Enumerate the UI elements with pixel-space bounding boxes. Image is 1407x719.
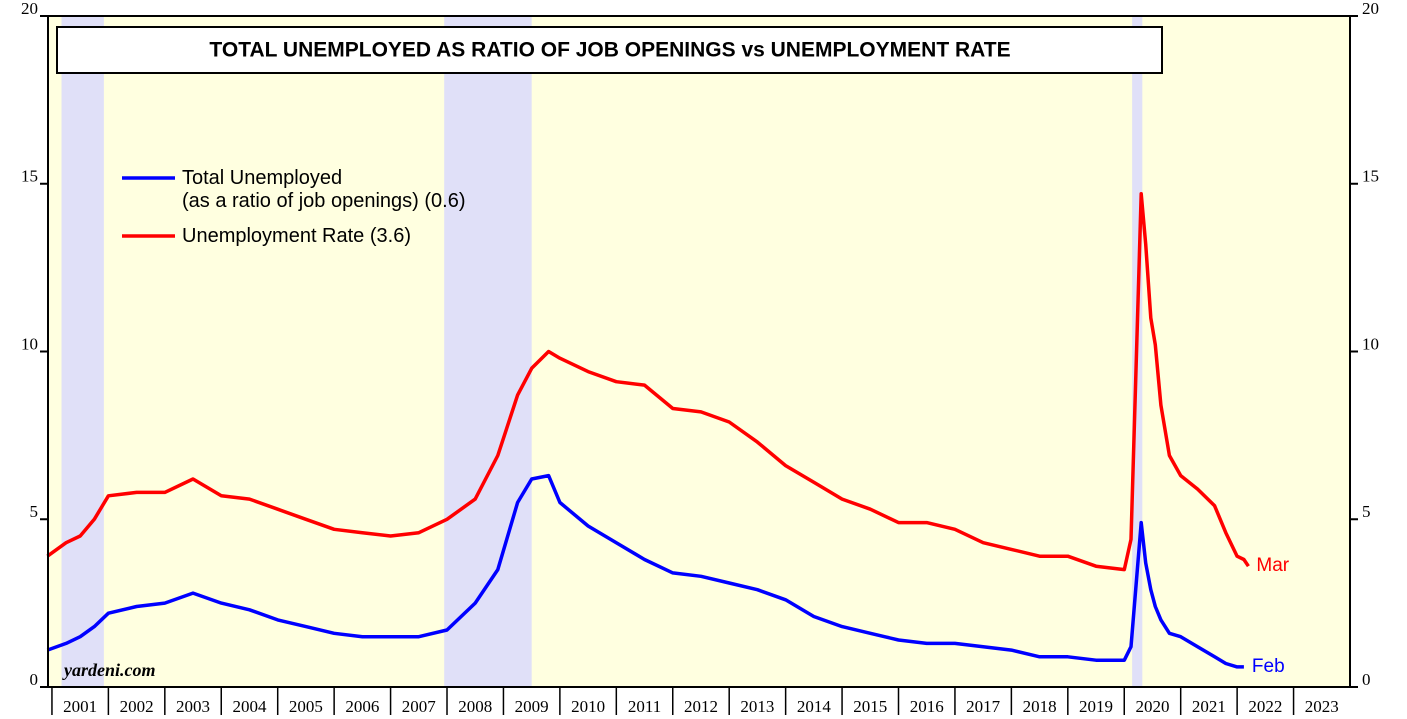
x-tick-label: 2008 [458,697,492,716]
x-tick-label: 2018 [1023,697,1057,716]
source: yardeni.com [62,660,156,680]
recession-shade [444,16,532,687]
x-tick-label: 2023 [1305,697,1339,716]
x-tick-label: 2013 [740,697,774,716]
x-tick-label: 2003 [176,697,210,716]
x-tick-label: 2020 [1135,697,1169,716]
series-line [46,473,1244,669]
y-tick-label: 5 [30,502,39,521]
recession-shade [61,16,104,687]
x-tick-label: 2004 [232,697,267,716]
x-tick-label: 2011 [628,697,661,716]
series-line [46,192,1250,572]
x-tick-label: 2016 [910,697,944,716]
x-tick-label: 2015 [853,697,887,716]
x-tick-label: 2021 [1192,697,1226,716]
y-tick-label: 0 [30,670,39,689]
x-tick-label: 2017 [966,697,1001,716]
x-tick-label: 2009 [515,697,549,716]
y2-tick-label: 20 [1362,0,1379,18]
y-tick-label: 10 [21,334,38,353]
end-label: Mar [1256,555,1289,576]
x-tick-label: 2007 [402,697,437,716]
legend-label: Unemployment Rate (3.6) [182,225,411,247]
x-tick-label: 2019 [1079,697,1113,716]
x-tick-label: 2006 [345,697,379,716]
x-tick-label: 2005 [289,697,323,716]
y-tick-label: 15 [21,167,38,186]
x-tick-label: 2010 [571,697,605,716]
legend-label: Total Unemployed (as a ratio of job open… [182,167,466,212]
x-tick-label: 2022 [1248,697,1282,716]
y2-tick-label: 0 [1362,670,1371,689]
x-tick-label: 2012 [684,697,718,716]
y-tick-label: 20 [21,0,38,18]
x-tick-label: 2014 [797,697,832,716]
title-box [56,26,1163,74]
end-label: Feb [1252,656,1285,677]
y2-tick-label: 10 [1362,334,1379,353]
x-tick-label: 2002 [120,697,154,716]
y2-tick-label: 15 [1362,167,1379,186]
x-tick-label: 2001 [63,697,97,716]
y2-tick-label: 5 [1362,502,1371,521]
chart-title: TOTAL UNEMPLOYED AS RATIO OF JOB OPENING… [209,39,1010,62]
